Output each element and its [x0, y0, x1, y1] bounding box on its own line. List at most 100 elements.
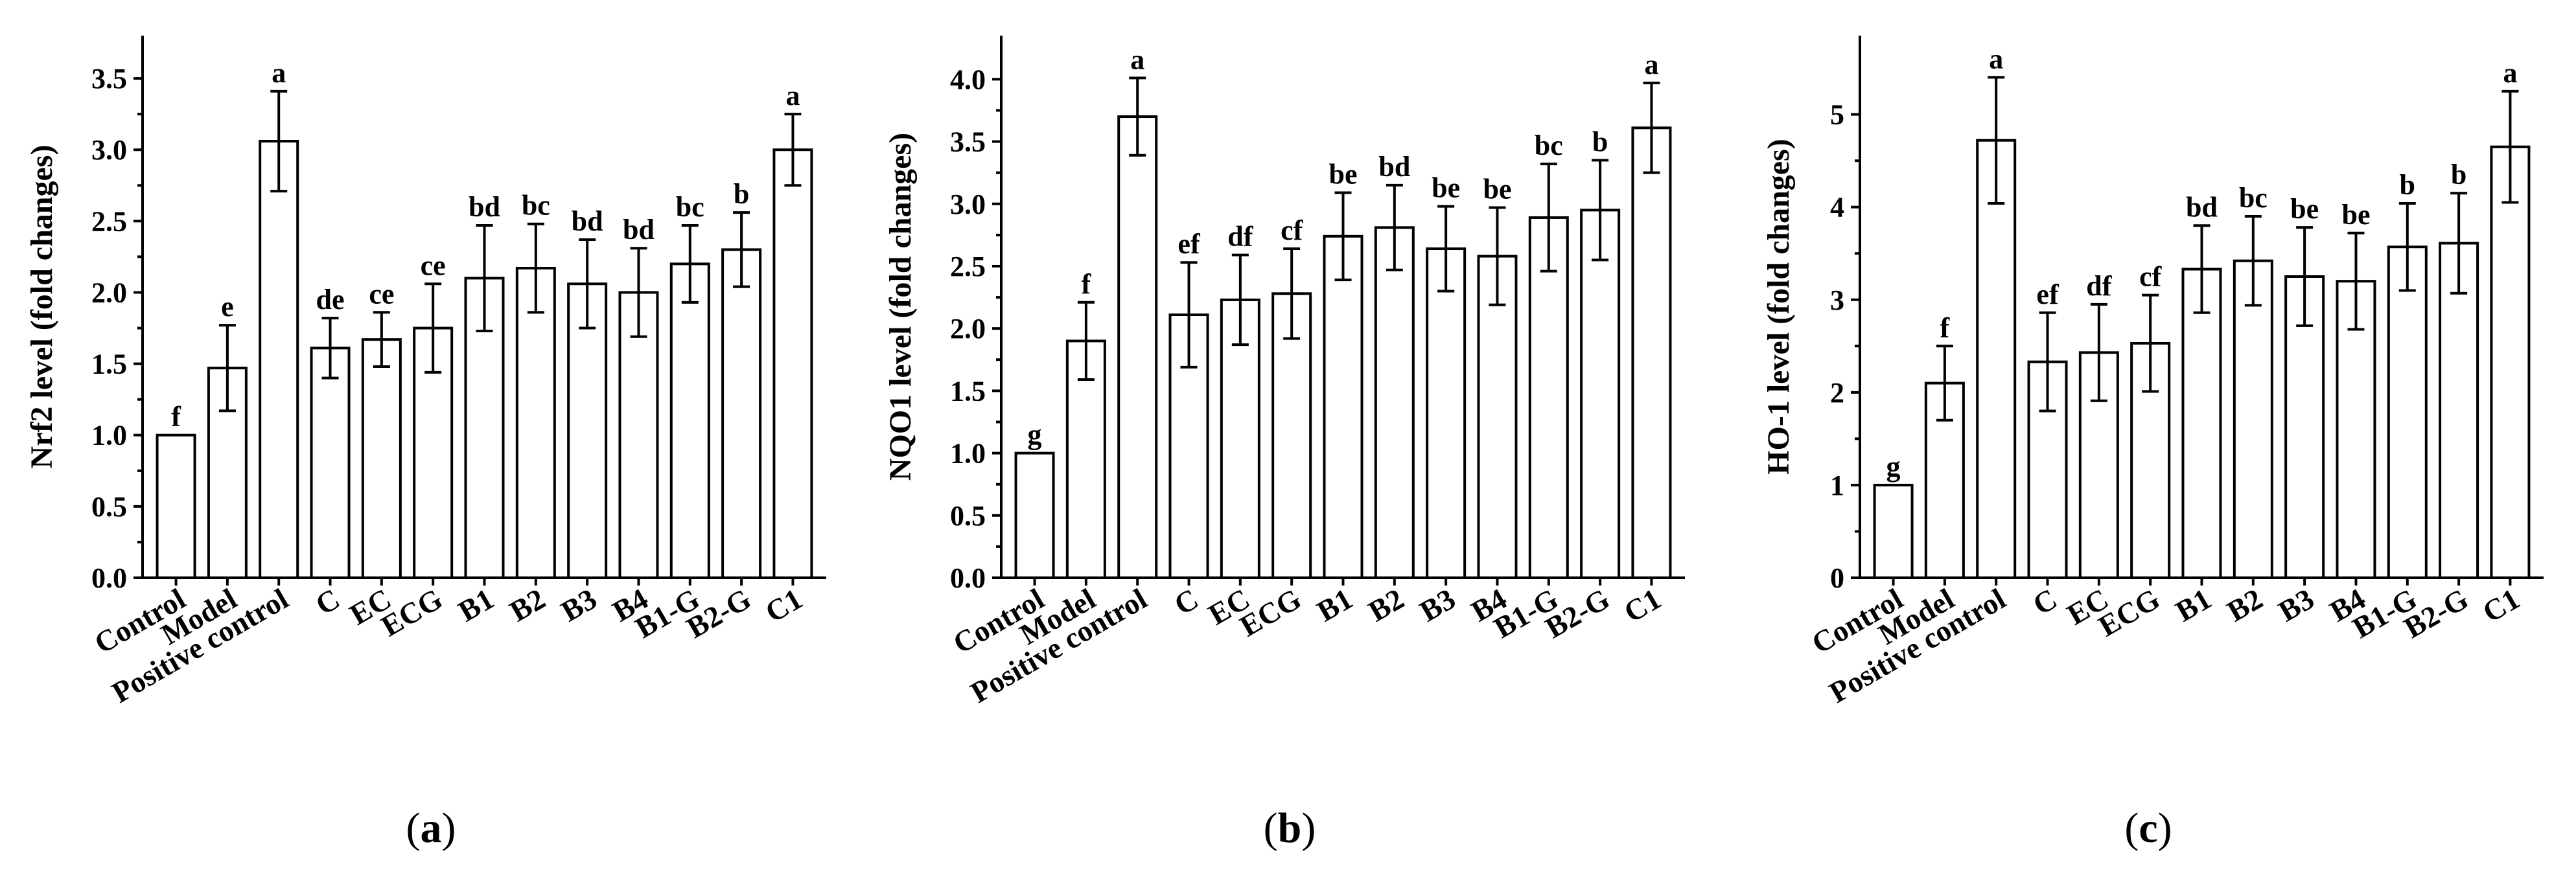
significance-label: df: [1227, 221, 1253, 253]
significance-label: ce: [421, 249, 446, 281]
bar-b2: [2233, 259, 2273, 579]
panel-b: 0.0 0.5 1.0 1.5 2.0 2.5 3.0 3.5 4.0 NQO1 level (f…: [883, 36, 1685, 709]
y-tick-label: 1.5: [950, 375, 986, 407]
bar-c: [310, 347, 351, 580]
y-tick-label: 4.0: [950, 63, 986, 95]
x-tick-label: ECG: [2093, 582, 2165, 643]
bar-b2-g: [721, 248, 762, 579]
y-tick-label: 5: [1830, 99, 1844, 131]
bar-b1: [1323, 234, 1363, 579]
bar-positive-control: [259, 139, 299, 579]
panel-a: 0.0 0.5 1.0 1.5 2.0 2.5 3.0 3.5 Nrf2 level (fold…: [25, 36, 826, 709]
bar-ec: [361, 338, 402, 579]
x-tick-label: B2: [2222, 582, 2268, 628]
significance-label: bd: [2186, 191, 2218, 223]
bar-b1-g: [2387, 245, 2428, 579]
bar-b2: [515, 267, 556, 579]
significance-label: cf: [1281, 214, 1304, 246]
significance-label: bd: [469, 191, 500, 223]
y-tick-label: 0.5: [91, 491, 127, 523]
significance-label: f: [1940, 312, 1951, 343]
bar-ec: [1220, 298, 1260, 579]
x-tick-label: B3: [555, 582, 602, 628]
significance-label: b: [1592, 126, 1608, 157]
significance-label: a: [1644, 49, 1658, 80]
bar-c1: [772, 148, 813, 580]
y-axis-label: NQO1 level (fold changes): [883, 133, 918, 481]
x-tick-label: B1: [2170, 582, 2217, 628]
y-tick-label: 1.0: [950, 438, 986, 470]
x-tick-label: B3: [2273, 582, 2319, 628]
bar-b2: [1374, 226, 1415, 579]
x-tick-label: B2: [504, 582, 551, 628]
x-tick-label: B1: [1312, 582, 1358, 628]
significance-label: ce: [369, 278, 394, 310]
significance-label: ef: [1178, 228, 1201, 260]
significance-label: bd: [1378, 151, 1410, 183]
significance-label: f: [171, 401, 181, 433]
bar-b3: [1426, 247, 1467, 579]
bar-b1-g: [669, 262, 710, 579]
y-tick-label: 0.0: [950, 562, 986, 594]
bar-b4: [1477, 255, 1518, 579]
bar-control: [1014, 451, 1055, 579]
significance-label: e: [221, 291, 234, 323]
y-tick-label: 3.0: [950, 188, 986, 220]
bar-control: [1873, 483, 1914, 580]
significance-label: cf: [2139, 261, 2163, 293]
significance-label: be: [1329, 158, 1358, 190]
y-tick-label: 0: [1830, 562, 1844, 594]
x-tick-label: B1: [453, 582, 500, 628]
panel-label-c: (c): [2124, 804, 2172, 852]
bar-c1: [2490, 145, 2531, 579]
significance-label: g: [1028, 419, 1042, 451]
x-tick-label: B2: [1363, 582, 1410, 628]
y-tick-label: 1.5: [91, 348, 127, 380]
y-axis-label: HO-1 level (fold changes): [1761, 139, 1796, 475]
bar-ecg: [1271, 292, 1312, 579]
significance-label: g: [1886, 451, 1901, 483]
x-tick-label: ECG: [375, 582, 448, 643]
bar-b1: [2181, 268, 2222, 579]
significance-label: bc: [1535, 130, 1563, 161]
bar-c1: [1631, 126, 1672, 579]
y-tick-label: 4: [1830, 192, 1844, 223]
x-tick-label: B3: [1414, 582, 1461, 628]
x-tick-label: C1: [2477, 582, 2525, 628]
bar-positive-control: [1117, 115, 1158, 579]
significance-label: bc: [2239, 182, 2268, 214]
y-tick-label: 2.5: [91, 205, 127, 237]
significance-label: bc: [676, 191, 704, 223]
y-tick-label: 0.5: [950, 500, 986, 532]
significance-label: be: [2290, 193, 2319, 225]
y-tick-label: 2.0: [91, 277, 127, 308]
significance-label: f: [1082, 268, 1092, 300]
y-tick-label: 2.5: [950, 251, 986, 282]
significance-label: a: [1130, 43, 1144, 75]
y-tick-label: 0.0: [91, 562, 127, 594]
significance-label: be: [2341, 199, 2370, 231]
significance-label: bc: [522, 190, 550, 222]
significance-label: a: [785, 80, 800, 111]
bar-b2-g: [1580, 209, 1621, 579]
significance-label: be: [1483, 174, 1511, 205]
panel-label-a: (a): [406, 804, 456, 852]
x-tick-label: ECG: [1234, 582, 1306, 643]
x-tick-label: C: [1168, 582, 1203, 621]
significance-label: b: [734, 178, 749, 210]
y-tick-label: 3.5: [950, 126, 986, 158]
significance-label: b: [2400, 169, 2415, 201]
significance-label: de: [316, 284, 345, 315]
x-tick-label: C: [310, 582, 345, 621]
significance-label: a: [2503, 57, 2517, 89]
x-tick-label: C1: [760, 582, 807, 628]
significance-label: b: [2451, 159, 2466, 190]
y-tick-label: 1.0: [91, 420, 127, 451]
bar-b3: [567, 282, 608, 579]
bar-control: [156, 433, 196, 579]
y-tick-label: 3: [1830, 284, 1844, 316]
y-tick-label: 2.0: [950, 313, 986, 345]
y-tick-label: 3.5: [91, 63, 127, 95]
